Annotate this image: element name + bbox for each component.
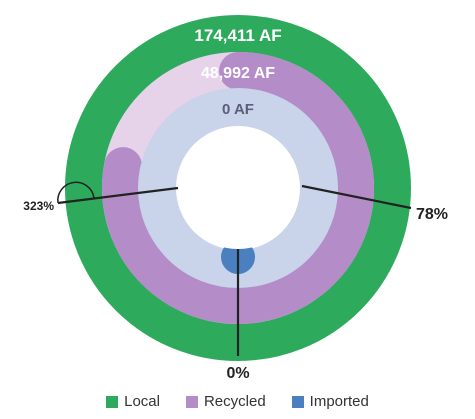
legend-swatch-imported xyxy=(291,395,304,408)
imported-percent-label: 0% xyxy=(226,365,249,382)
legend: Local Recycled Imported xyxy=(0,393,475,410)
local-angle-marker xyxy=(57,181,95,204)
legend-label-imported: Imported xyxy=(309,393,369,410)
recycled-ring-cap xyxy=(227,286,265,324)
legend-item-imported: Imported xyxy=(291,393,369,410)
legend-item-local: Local xyxy=(106,393,160,410)
legend-swatch-recycled xyxy=(185,395,198,408)
local-percent-label: 323% xyxy=(23,199,54,213)
recycled-value-label: 48,992 AF xyxy=(201,65,275,82)
legend-label-recycled: Recycled xyxy=(203,393,266,410)
local-leader-line xyxy=(57,186,179,205)
recycled-percent-label: 78% xyxy=(416,206,448,223)
legend-item-recycled: Recycled xyxy=(185,393,266,410)
local-value-label: 174,411 AF xyxy=(194,26,281,45)
center-hole xyxy=(177,127,299,249)
imported-value-label: 0 AF xyxy=(222,101,254,118)
recycled-leader-line xyxy=(301,184,412,210)
recycled-ring-arc xyxy=(102,52,374,324)
chart-canvas: 174,411 AF 48,992 AF 0 AF 323% 78% 0% xyxy=(23,15,448,382)
legend-swatch-local xyxy=(106,395,119,408)
legend-label-local: Local xyxy=(124,393,160,410)
